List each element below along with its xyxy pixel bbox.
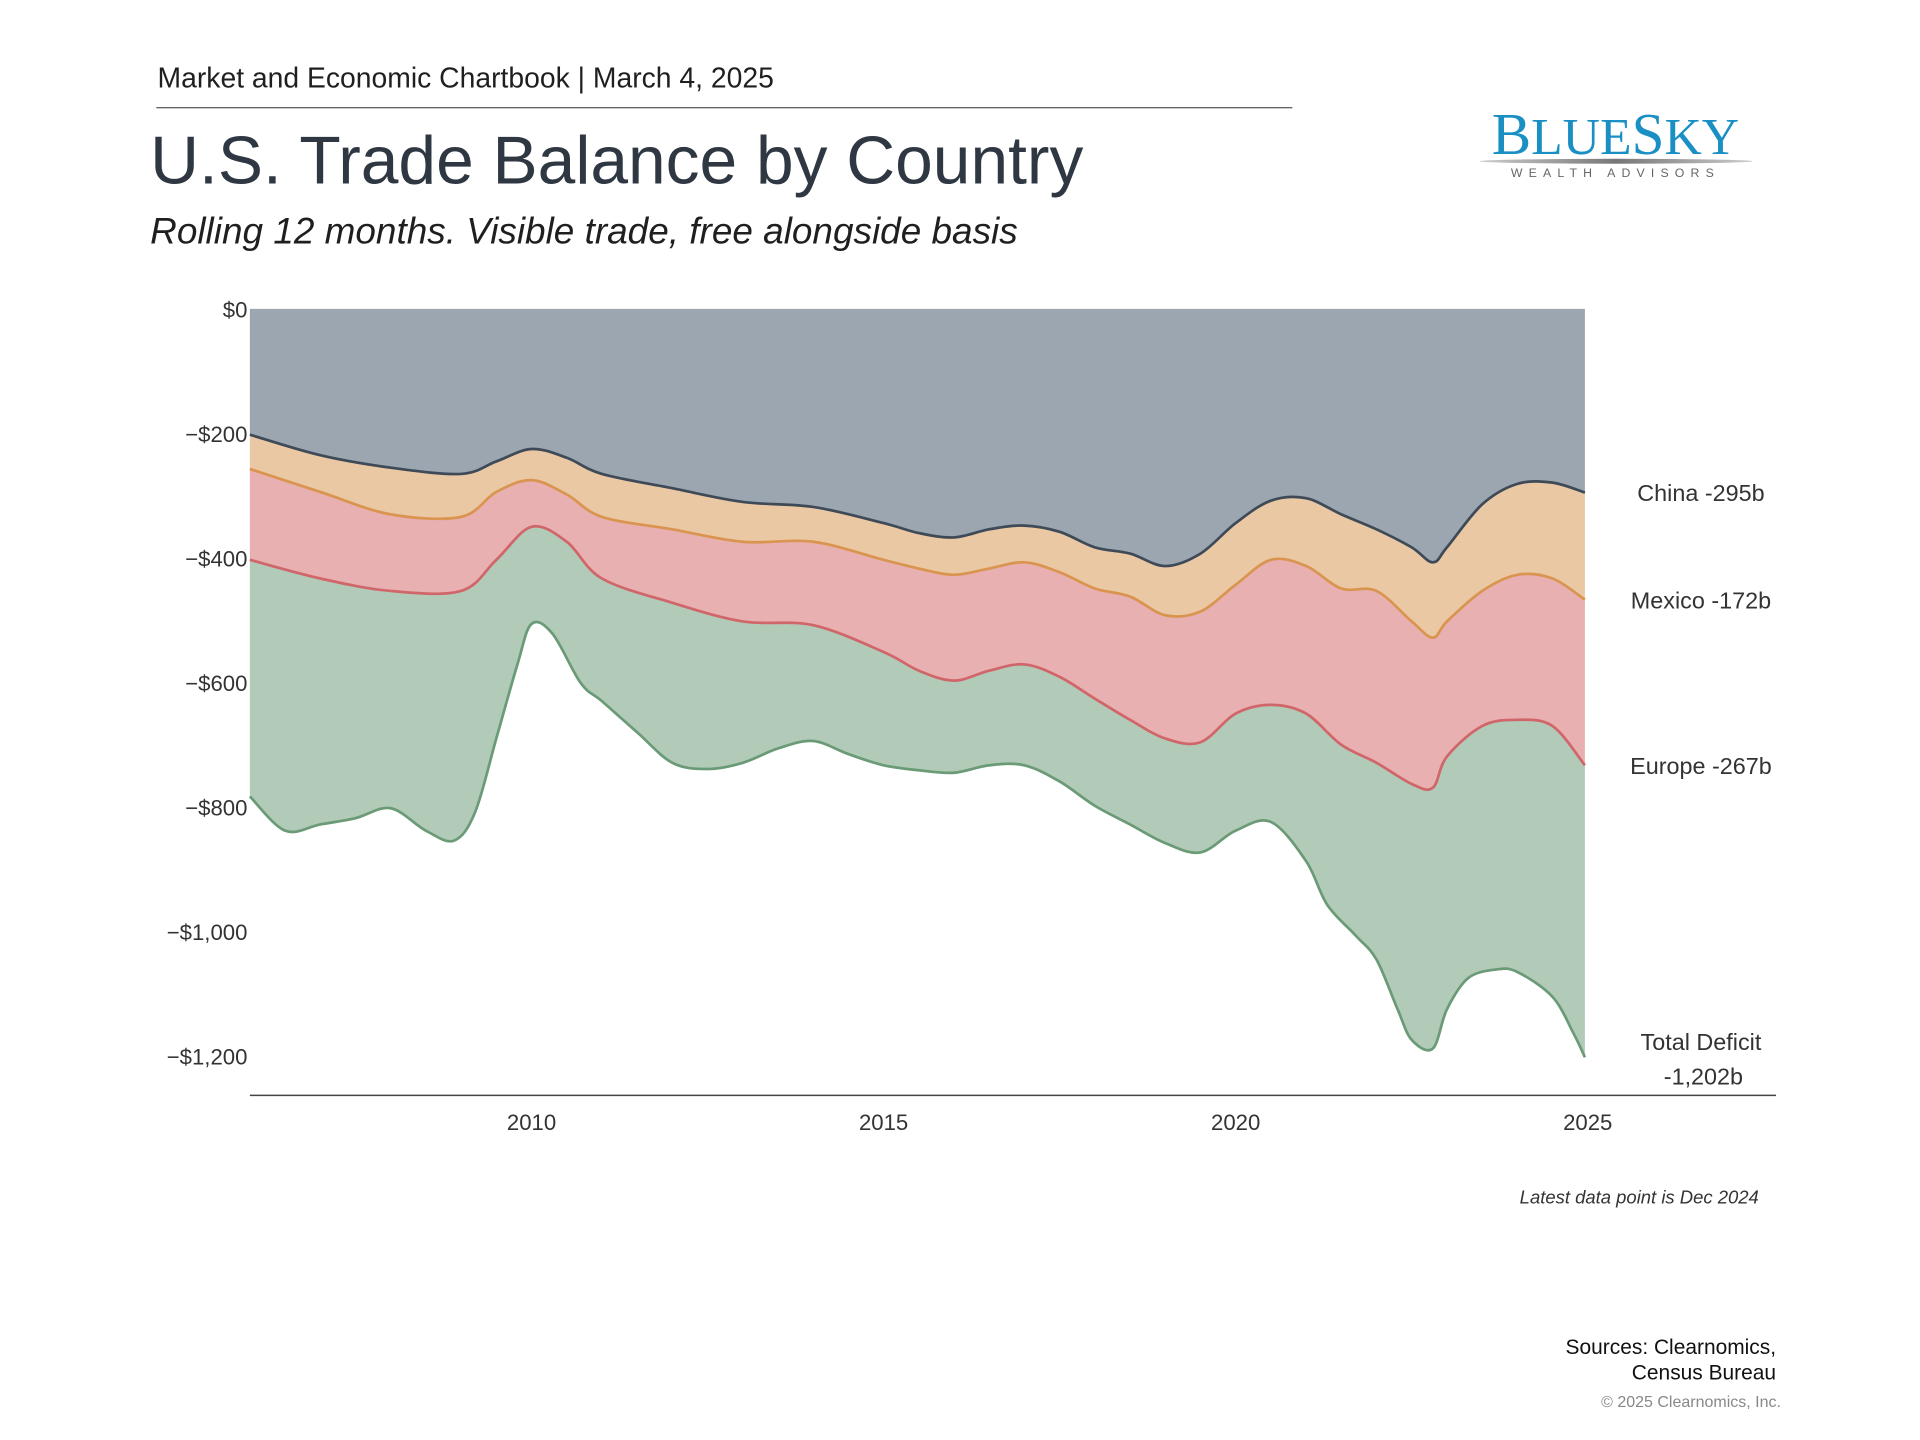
series-end-value: -1,202b <box>1664 1063 1743 1089</box>
sources: Sources: Clearnomics, Census Bureau <box>1566 1334 1776 1386</box>
y-tick-label: −$800 <box>185 796 247 821</box>
x-tick-label: 2020 <box>1211 1110 1260 1135</box>
chart-subtitle: Rolling 12 months. Visible trade, free a… <box>150 211 1018 253</box>
series-end-label: Europe -267b <box>1630 753 1772 779</box>
area-total-deficit <box>249 526 1585 1058</box>
copyright: © 2025 Clearnomics, Inc. <box>1601 1392 1781 1411</box>
header-divider <box>156 107 1293 109</box>
area-europe <box>249 468 1585 790</box>
y-tick-label: −$600 <box>185 671 247 696</box>
sources-line-1: Sources: Clearnomics, <box>1565 1335 1777 1359</box>
series-end-label: Total Deficit <box>1641 1029 1762 1055</box>
chartbook-header: Market and Economic Chartbook | March 4,… <box>157 61 774 94</box>
y-tick-label: −$200 <box>185 422 247 447</box>
line-total-deficit <box>248 620 1587 1058</box>
chart-title: U.S. Trade Balance by Country <box>150 121 1084 199</box>
x-tick-label: 2010 <box>507 1110 556 1135</box>
x-tick-label: 2015 <box>859 1110 908 1135</box>
logo-wordmark: BLUESKY <box>1491 102 1740 168</box>
y-tick-label: −$1,000 <box>167 920 248 945</box>
series-end-label: China -295b <box>1637 480 1764 506</box>
sources-line-2: Census Bureau <box>1631 1361 1777 1385</box>
y-tick-label: −$400 <box>185 547 247 572</box>
line-mexico <box>249 467 1586 640</box>
logo-tagline: WEALTH ADVISORS <box>1510 167 1720 181</box>
bluesky-logo: BLUESKY WEALTH ADVISORS <box>1477 101 1754 187</box>
line-europe <box>249 524 1586 791</box>
area-mexico <box>249 434 1585 638</box>
y-tick-label: −$1,200 <box>167 1045 248 1070</box>
x-tick-label: 2025 <box>1563 1110 1612 1135</box>
line-china <box>249 433 1586 568</box>
logo-swoosh <box>1479 158 1753 164</box>
latest-data-note: Latest data point is Dec 2024 <box>1519 1187 1759 1209</box>
area-china <box>249 308 1585 567</box>
y-tick-label: $0 <box>223 298 248 323</box>
series-end-label: Mexico -172b <box>1631 587 1771 613</box>
